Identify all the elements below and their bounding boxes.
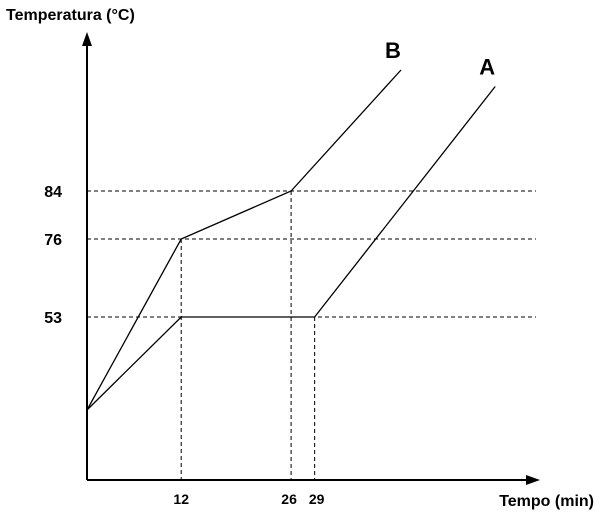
guide-lines bbox=[87, 190, 536, 480]
x-tick-label-26: 26 bbox=[281, 491, 297, 507]
series-label-B: B bbox=[385, 38, 401, 63]
axes bbox=[82, 32, 540, 485]
x-tick-label-29: 29 bbox=[309, 491, 325, 507]
series-line-A bbox=[86, 86, 496, 411]
series-label-A: A bbox=[479, 55, 495, 80]
y-axis-title: Temperatura (°C) bbox=[6, 7, 135, 24]
y-tick-label-53: 53 bbox=[44, 310, 62, 327]
y-tick-label-76: 76 bbox=[44, 232, 62, 249]
series-lines bbox=[86, 69, 496, 411]
y-axis-arrow bbox=[82, 32, 92, 46]
x-axis-title: Tempo (min) bbox=[499, 493, 594, 510]
y-tick-label-84: 84 bbox=[44, 184, 62, 201]
x-axis-arrow bbox=[526, 475, 540, 485]
series-line-B bbox=[86, 69, 402, 411]
labels: A B 53 76 84 12 26 29 bbox=[44, 38, 495, 507]
x-tick-label-12: 12 bbox=[173, 491, 189, 507]
